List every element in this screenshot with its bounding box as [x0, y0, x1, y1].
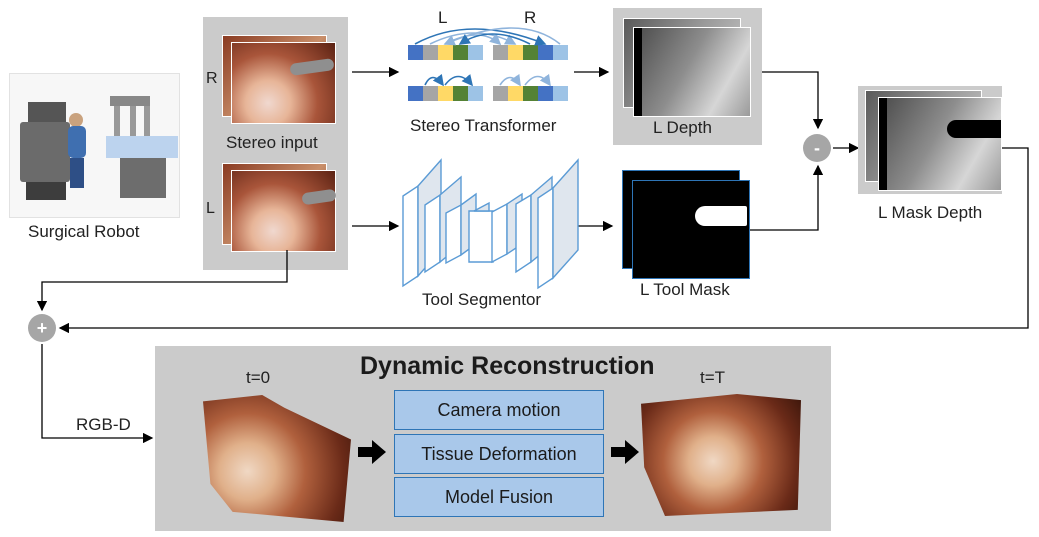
left-tag: L [206, 200, 215, 217]
rgbd-label: RGB-D [76, 415, 131, 434]
add-operator: + [28, 314, 56, 342]
arrow-stages-to-tT [611, 440, 639, 464]
reconstruction-tT-image [641, 394, 801, 516]
subtract-operator: - [803, 134, 831, 162]
l-tool-mask-label: L Tool Mask [640, 280, 730, 299]
token-row-top-left [408, 45, 483, 60]
flow-arrows [36, 66, 1029, 444]
stage-camera-motion: Camera motion [394, 390, 604, 430]
dynamic-reconstruction-title: Dynamic Reconstruction [360, 352, 655, 380]
l-mask-depth-label: L Mask Depth [878, 203, 983, 222]
attention-arcs [414, 27, 561, 87]
token-row-bottom-right [493, 86, 568, 101]
right-image-front [231, 42, 336, 124]
l-depth-label: L Depth [653, 118, 712, 137]
stage-model-fusion: Model Fusion [394, 477, 604, 517]
tT-label: t=T [700, 368, 726, 387]
l-depth-image-front [633, 27, 751, 117]
l-mask-depth-image-front [878, 97, 1002, 191]
token-row-bottom-left [408, 86, 483, 101]
stage-tissue-deformation: Tissue Deformation [394, 434, 604, 474]
tool-segmentor-network [402, 158, 579, 290]
surgical-robot-image [9, 73, 180, 218]
stereo-input-label: Stereo input [226, 133, 318, 152]
right-tag: R [206, 70, 218, 87]
token-row-top-right [493, 45, 568, 60]
tool-mask-image-front [632, 180, 750, 279]
surgical-robot-label: Surgical Robot [28, 222, 140, 241]
transformer-r-label: R [524, 8, 537, 27]
arrow-t0-to-stages [358, 440, 386, 464]
left-image-front [231, 170, 337, 252]
surgical-robot-illustration [20, 96, 178, 200]
stereo-transformer-label: Stereo Transformer [410, 116, 557, 135]
tool-segmentor-label: Tool Segmentor [422, 290, 542, 309]
t0-label: t=0 [246, 368, 271, 387]
transformer-l-label: L [438, 8, 448, 27]
